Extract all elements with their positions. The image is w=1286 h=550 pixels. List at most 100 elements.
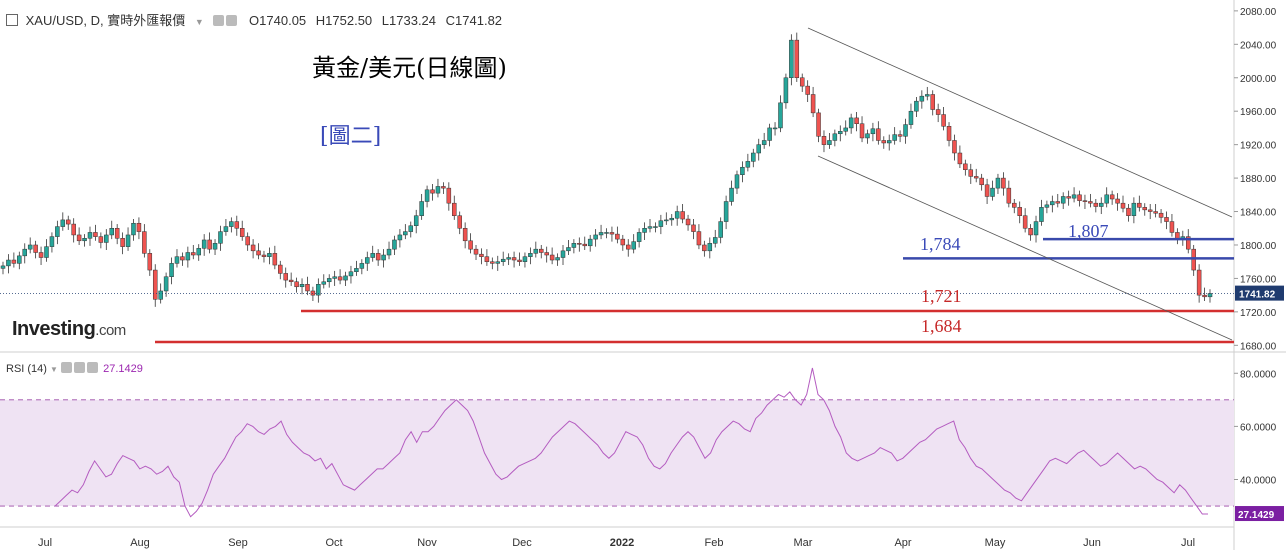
- candle-body: [413, 215, 419, 226]
- candle-body: [511, 257, 517, 261]
- candle-body: [1175, 232, 1180, 239]
- candle-body: [957, 152, 963, 165]
- candle-body: [805, 85, 810, 95]
- candle-body: [131, 222, 136, 236]
- candle-body: [239, 228, 245, 237]
- last-price-label: 1741.82: [1239, 290, 1276, 301]
- close-value: C1741.82: [445, 13, 503, 28]
- candle-body: [582, 243, 588, 247]
- candle-body: [142, 231, 147, 254]
- candle-body: [490, 261, 495, 264]
- candle-body: [250, 244, 256, 252]
- logo-name: Investing: [12, 318, 96, 340]
- channel-lower-line: [817, 155, 1233, 341]
- candle-body: [941, 114, 946, 127]
- candle-body: [723, 201, 729, 222]
- candle-body: [38, 252, 44, 258]
- candle-body: [223, 226, 229, 232]
- candle-body: [810, 94, 816, 114]
- candle-body: [1022, 215, 1028, 229]
- candle-body: [897, 134, 903, 137]
- y-tick-label: 1680.00: [1240, 341, 1277, 352]
- level-label-1807: 1,807: [1068, 221, 1109, 241]
- candle-body: [615, 233, 620, 240]
- candle-body: [348, 271, 354, 277]
- candle-body: [299, 284, 305, 288]
- candle-body: [424, 189, 430, 202]
- candle-body: [1093, 202, 1099, 207]
- collapse-icon[interactable]: [6, 14, 18, 26]
- candle-body: [946, 126, 952, 141]
- annotation-figure-label: [圖二]: [320, 124, 382, 149]
- rsi-settings-icon[interactable]: [61, 362, 100, 375]
- candle-body: [560, 250, 566, 258]
- x-tick-label: Jun: [1083, 537, 1101, 549]
- candle-body: [484, 256, 490, 262]
- candle-body: [1131, 202, 1137, 216]
- candle-body: [332, 276, 337, 279]
- candle-body: [979, 177, 984, 186]
- candle-body: [973, 176, 979, 179]
- y-tick-label: 1880.00: [1240, 174, 1277, 185]
- candle-body: [952, 140, 957, 154]
- candle-body: [174, 256, 180, 264]
- x-tick-label: Jul: [38, 537, 52, 549]
- settings-icon[interactable]: [213, 13, 239, 28]
- candle-body: [734, 174, 740, 189]
- candle-body: [158, 290, 163, 300]
- candle-body: [163, 276, 169, 292]
- dropdown-icon[interactable]: ▼: [50, 365, 58, 374]
- dropdown-icon[interactable]: ▼: [194, 17, 204, 27]
- x-tick-label: Nov: [417, 537, 437, 549]
- candle-body: [6, 259, 11, 267]
- candle-body: [680, 211, 685, 220]
- candle-body: [1039, 207, 1044, 222]
- candle-body: [1055, 201, 1061, 204]
- rsi-tick-label: 60.0000: [1240, 422, 1277, 433]
- candle-body: [278, 264, 283, 274]
- candle-body: [577, 243, 582, 245]
- x-tick-label: Aug: [130, 537, 150, 549]
- candle-body: [104, 234, 109, 243]
- candle-body: [870, 128, 876, 135]
- candle-body: [1164, 217, 1169, 222]
- candle-body: [740, 166, 745, 175]
- y-tick-label: 2040.00: [1240, 40, 1277, 51]
- candle-body: [990, 187, 995, 197]
- candle-body: [419, 201, 424, 216]
- rsi-label: RSI (14): [6, 363, 47, 375]
- candle-body: [1153, 211, 1158, 214]
- channel-upper-line: [807, 27, 1233, 218]
- open-value: O1740.05: [249, 13, 307, 28]
- candle-body: [22, 248, 27, 257]
- level-label-1784: 1,784: [920, 234, 961, 254]
- high-value: H1752.50: [315, 13, 373, 28]
- candle-body: [1028, 228, 1033, 236]
- candle-body: [468, 240, 473, 250]
- candle-body: [386, 248, 392, 256]
- candle-body: [185, 252, 191, 261]
- candle-body: [1202, 294, 1207, 298]
- candle-body: [876, 128, 881, 141]
- candle-body: [1001, 177, 1006, 189]
- candle-body: [555, 257, 560, 261]
- x-tick-label: Oct: [325, 537, 342, 549]
- x-tick-label: Jul: [1181, 537, 1195, 549]
- candle-body: [669, 217, 674, 221]
- candle-body: [593, 234, 598, 240]
- y-tick-label: 1800.00: [1240, 241, 1277, 252]
- candle-body: [903, 124, 908, 137]
- candle-body: [212, 243, 218, 250]
- candle-body: [1044, 204, 1050, 208]
- candle-body: [294, 281, 299, 288]
- x-tick-label: Mar: [794, 537, 813, 549]
- candle-body: [696, 231, 702, 246]
- candle-body: [789, 39, 794, 79]
- y-tick-label: 1840.00: [1240, 208, 1277, 219]
- last-price-tag: [1235, 285, 1284, 301]
- candle-body: [120, 238, 125, 247]
- candle-body: [76, 234, 82, 242]
- y-tick-label: 1720.00: [1240, 308, 1277, 319]
- candle-body: [1104, 194, 1109, 204]
